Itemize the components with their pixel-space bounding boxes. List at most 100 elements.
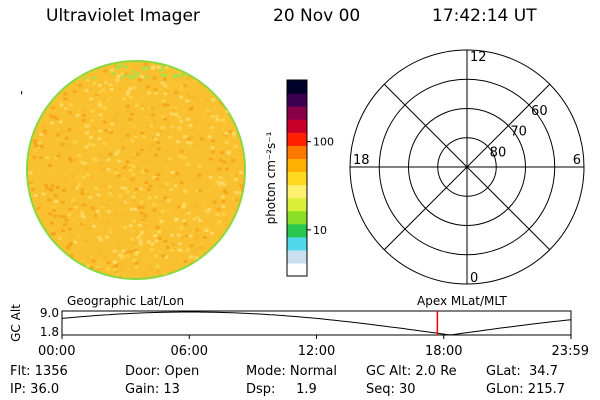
image-pixel: [67, 128, 72, 132]
image-pixel: [161, 254, 166, 258]
image-pixel: [136, 72, 141, 76]
image-pixel: [144, 169, 149, 173]
time-tick-label: 00:00: [38, 344, 75, 358]
image-pixel: [135, 167, 140, 171]
image-pixel: [67, 227, 72, 231]
image-pixel: [91, 259, 96, 263]
gc-alt-value: GC Alt: 2.0 Re: [366, 364, 457, 379]
image-pixel: [156, 141, 161, 145]
image-pixel: [211, 98, 216, 102]
image-pixel: [165, 103, 170, 107]
image-pixel: [32, 155, 37, 159]
image-pixel: [99, 161, 104, 165]
image-pixel: [161, 115, 166, 119]
image-pixel: [90, 109, 95, 113]
image-pixel: [125, 201, 130, 204]
image-pixel: [122, 166, 127, 170]
image-pixel: [97, 101, 102, 104]
image-pixel: [177, 70, 182, 74]
image-pixel: [106, 158, 111, 162]
image-pixel: [55, 138, 60, 142]
image-pixel: [134, 261, 139, 265]
image-pixel: [150, 242, 155, 246]
image-pixel: [133, 192, 138, 196]
time-tick-label: 06:00: [171, 344, 208, 358]
image-pixel: [82, 221, 87, 225]
image-pixel: [59, 103, 64, 107]
image-pixel: [39, 203, 44, 206]
image-pixel: [120, 268, 124, 271]
image-pixel: [98, 251, 102, 255]
image-pixel: [41, 192, 46, 196]
image-pixel: [135, 250, 140, 254]
image-pixel: [56, 154, 61, 158]
image-pixel: [79, 160, 84, 164]
image-pixel: [145, 65, 150, 69]
image-pixel: [130, 178, 135, 181]
image-pixel: [228, 130, 233, 133]
image-pixel: [91, 157, 96, 161]
image-pixel: [164, 182, 169, 186]
image-pixel: [126, 107, 131, 111]
image-pixel: [119, 87, 123, 91]
image-pixel: [43, 117, 48, 121]
image-pixel: [134, 74, 139, 78]
image-pixel: [139, 211, 144, 215]
image-pixel: [222, 160, 227, 164]
image-pixel: [168, 135, 173, 139]
image-pixel: [134, 136, 138, 139]
image-pixel: [123, 200, 127, 204]
image-pixel: [76, 211, 81, 214]
colorbar-segment: [287, 197, 307, 212]
image-pixel: [135, 104, 140, 108]
image-pixel: [82, 203, 87, 207]
image-pixel: [169, 87, 174, 91]
image-pixel: [96, 193, 101, 197]
image-pixel: [125, 73, 130, 77]
image-pixel: [134, 193, 139, 197]
image-pixel: [133, 248, 138, 252]
image-pixel: [145, 85, 150, 89]
image-pixel: [75, 194, 80, 198]
image-pixel: [109, 193, 114, 197]
image-pixel: [91, 143, 96, 147]
image-pixel: [142, 256, 147, 260]
image-pixel: [136, 205, 141, 209]
image-pixel: [183, 135, 187, 138]
image-pixel: [204, 229, 209, 232]
image-pixel: [115, 78, 120, 82]
image-pixel: [55, 127, 60, 131]
image-pixel: [123, 72, 128, 76]
image-pixel: [33, 149, 38, 153]
image-pixel: [50, 121, 55, 125]
image-pixel: [145, 115, 149, 119]
image-pixel: [108, 152, 113, 156]
image-pixel: [33, 141, 38, 145]
image-pixel: [75, 76, 80, 80]
image-pixel: [131, 241, 136, 245]
image-pixel: [200, 83, 204, 87]
image-pixel: [68, 235, 73, 239]
image-pixel: [37, 141, 42, 145]
image-pixel: [208, 157, 213, 161]
dsp-value: Dsp: 1.9: [246, 382, 317, 397]
image-pixel: [108, 83, 113, 87]
image-pixel: [144, 71, 149, 75]
image-pixel: [88, 136, 93, 139]
image-pixel: [231, 134, 236, 138]
image-pixel: [156, 65, 161, 69]
image-pixel: [129, 207, 134, 211]
image-pixel: [153, 153, 158, 157]
image-pixel: [221, 200, 226, 203]
image-pixel: [36, 206, 41, 210]
image-pixel: [152, 76, 157, 80]
image-pixel: [92, 76, 97, 80]
image-pixel: [142, 211, 147, 215]
image-pixel: [172, 75, 177, 79]
image-pixel: [185, 99, 190, 103]
image-pixel: [186, 140, 190, 144]
image-pixel: [79, 210, 84, 214]
image-pixel: [70, 198, 75, 202]
image-pixel: [140, 170, 145, 174]
